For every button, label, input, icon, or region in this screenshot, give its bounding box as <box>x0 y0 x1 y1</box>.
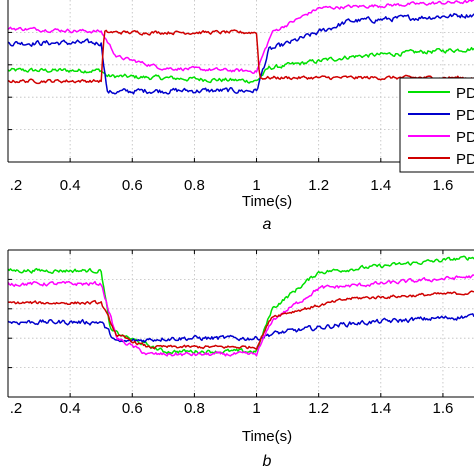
legend-label: PD <box>456 129 474 146</box>
x-tick-label: 1.6 <box>433 177 454 194</box>
x-tick-label: 0.6 <box>122 400 143 417</box>
panel-label: a <box>263 216 272 233</box>
x-tick-label: 0.4 <box>60 177 81 194</box>
x-tick-label: 1 <box>252 400 260 417</box>
x-tick-label: 1 <box>252 177 260 194</box>
x-tick-label: 0.6 <box>122 177 143 194</box>
x-tick-label: 0.8 <box>184 177 205 194</box>
legend: PD PD PD PD <box>399 77 474 173</box>
legend-label: PD <box>456 85 474 102</box>
series-line-green <box>8 255 474 355</box>
series-line-magenta <box>8 0 474 74</box>
x-tick-label: 0.4 <box>60 400 81 417</box>
x-tick-label: 1.2 <box>308 400 329 417</box>
x-tick-label: 1.2 <box>308 177 329 194</box>
series-line-magenta <box>8 274 474 357</box>
series-group <box>8 0 474 95</box>
chart-panel-b: .2 0.4 0.6 0.8 1 1.2 1.4 1.6 Time(s) b <box>7 249 474 470</box>
x-tick-label: .2 <box>10 177 23 194</box>
x-tick-label: .2 <box>10 400 23 417</box>
legend-label: PD <box>456 107 474 124</box>
legend-box <box>399 77 474 173</box>
series-line-red <box>8 290 474 350</box>
x-axis-label: Time(s) <box>242 428 292 445</box>
series-group <box>8 255 474 357</box>
series-line-red <box>8 29 474 85</box>
x-tick-label: 1.4 <box>370 400 391 417</box>
x-tick-label: 1.6 <box>433 400 454 417</box>
legend-label: PD <box>456 151 474 168</box>
x-tick-label: 0.8 <box>184 400 205 417</box>
x-tick-label: 1.4 <box>370 177 391 194</box>
panel-label: b <box>263 453 272 470</box>
chart-panel-a: .2 0.4 0.6 0.8 1 1.2 1.4 1.6 Time(s) a PD PD PD PD <box>7 0 474 233</box>
series-line-blue <box>8 12 474 95</box>
series-line-blue <box>8 313 474 343</box>
series-line-green <box>8 46 474 84</box>
x-axis-label: Time(s) <box>242 193 292 210</box>
